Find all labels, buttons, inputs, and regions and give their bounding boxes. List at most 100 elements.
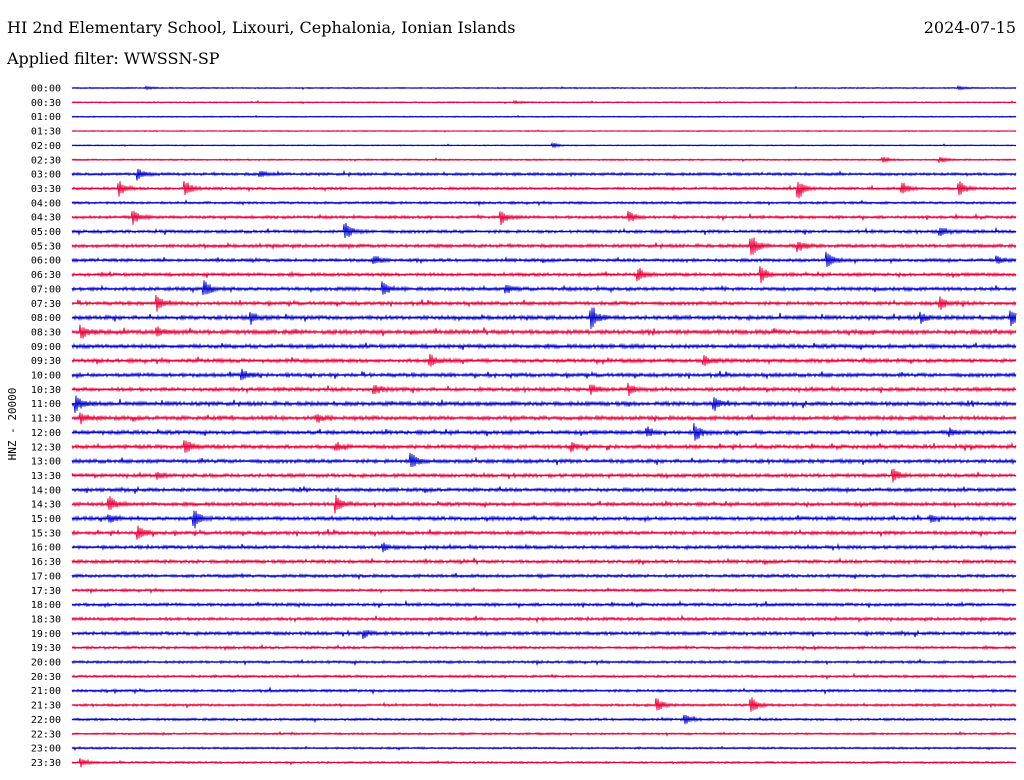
trace-line — [71, 542, 1017, 553]
row-time-label: 10:30 — [31, 385, 61, 396]
trace-line — [71, 168, 1017, 181]
trace-line — [71, 210, 1017, 226]
row-time-label: 01:00 — [31, 112, 61, 123]
row-time-label: 12:30 — [31, 442, 61, 453]
row-time-label: 13:30 — [31, 471, 61, 482]
trace-line — [71, 672, 1017, 681]
row-time-label: 15:00 — [31, 514, 61, 525]
trace-line — [71, 294, 1017, 312]
row-time-label: 04:30 — [31, 213, 61, 224]
row-time-label: 23:30 — [31, 758, 61, 769]
trace-line — [71, 280, 1017, 296]
row-time-label: 03:00 — [31, 170, 61, 181]
trace-line — [71, 353, 1017, 367]
trace-line — [71, 84, 1017, 91]
row-time-label: 22:30 — [31, 729, 61, 740]
row-time-label: 13:00 — [31, 457, 61, 468]
trace-line — [71, 423, 1017, 441]
row-time-label: 20:30 — [31, 672, 61, 683]
trace-line — [71, 730, 1017, 737]
trace-line — [71, 745, 1017, 752]
trace-line — [71, 758, 1017, 768]
row-time-label: 21:30 — [31, 701, 61, 712]
trace-line — [71, 180, 1017, 199]
page-title: HI 2nd Elementary School, Lixouri, Cepha… — [7, 18, 516, 37]
row-time-label: 16:00 — [31, 543, 61, 554]
row-time-label: 06:30 — [31, 270, 61, 281]
row-time-label: 00:30 — [31, 98, 61, 109]
trace-line — [71, 614, 1017, 624]
trace-line — [71, 307, 1017, 329]
row-time-label: 09:00 — [31, 342, 61, 353]
row-time-label: 12:00 — [31, 428, 61, 439]
row-time-label: 04:00 — [31, 198, 61, 209]
row-time-label: 18:30 — [31, 614, 61, 625]
trace-line — [71, 525, 1017, 540]
trace-line — [71, 494, 1017, 514]
trace-line — [71, 342, 1017, 351]
trace-line — [71, 572, 1017, 581]
trace-line — [71, 382, 1017, 397]
trace-line — [71, 412, 1017, 425]
row-time-label: 19:30 — [31, 643, 61, 654]
row-time-label: 14:30 — [31, 500, 61, 511]
trace-line — [71, 658, 1017, 667]
row-time-label: 18:00 — [31, 600, 61, 611]
row-time-label: 06:00 — [31, 256, 61, 267]
trace-line — [71, 510, 1017, 529]
row-time-label: 02:00 — [31, 141, 61, 152]
row-time-label: 21:00 — [31, 686, 61, 697]
trace-line — [71, 199, 1017, 207]
row-time-label: 05:00 — [31, 227, 61, 238]
trace-line — [71, 142, 1017, 149]
trace-line — [71, 440, 1017, 453]
row-time-label: 08:00 — [31, 313, 61, 324]
row-time-label: 19:00 — [31, 629, 61, 640]
row-time-label: 14:00 — [31, 485, 61, 496]
trace-line — [71, 452, 1017, 467]
row-time-label: 07:30 — [31, 299, 61, 310]
trace-line — [71, 99, 1017, 105]
row-time-label: 02:30 — [31, 155, 61, 166]
y-axis-label: HNZ - 20000 — [6, 388, 19, 461]
row-time-label: 10:00 — [31, 371, 61, 382]
row-time-label: 08:30 — [31, 327, 61, 338]
date-label: 2024-07-15 — [923, 18, 1016, 37]
trace-line — [71, 686, 1017, 696]
trace-line — [71, 156, 1017, 165]
row-time-label: 07:00 — [31, 284, 61, 295]
trace-line — [71, 237, 1017, 255]
row-time-label: 15:30 — [31, 528, 61, 539]
row-time-label: 23:00 — [31, 744, 61, 755]
row-time-label: 17:00 — [31, 571, 61, 582]
trace-line — [71, 368, 1017, 381]
trace-line — [71, 324, 1017, 339]
row-time-label: 16:30 — [31, 557, 61, 568]
trace-line — [71, 251, 1017, 267]
row-time-label: 17:30 — [31, 586, 61, 597]
trace-line — [71, 129, 1017, 133]
trace-line — [71, 222, 1017, 238]
row-time-label: 11:30 — [31, 414, 61, 425]
trace-line — [71, 468, 1017, 483]
trace-line — [71, 557, 1017, 566]
row-time-label: 11:00 — [31, 399, 61, 410]
trace-line — [71, 114, 1017, 119]
filter-label: Applied filter: WWSSN-SP — [7, 49, 220, 68]
row-time-label: 05:30 — [31, 241, 61, 252]
row-time-label: 20:00 — [31, 658, 61, 669]
trace-rows: 00:00 00:30 01:00 01:30 02:00 02:30 03:00 03:30… — [31, 84, 1017, 769]
trace-line — [71, 629, 1017, 639]
trace-line — [71, 714, 1017, 725]
row-time-label: 09:30 — [31, 356, 61, 367]
row-time-label: 22:00 — [31, 715, 61, 726]
trace-line — [71, 395, 1017, 413]
trace-line — [71, 697, 1017, 712]
row-time-label: 03:30 — [31, 184, 61, 195]
trace-line — [71, 485, 1017, 494]
trace-line — [71, 643, 1017, 652]
trace-line — [71, 586, 1017, 595]
trace-line — [71, 265, 1017, 284]
row-time-label: 01:30 — [31, 127, 61, 138]
